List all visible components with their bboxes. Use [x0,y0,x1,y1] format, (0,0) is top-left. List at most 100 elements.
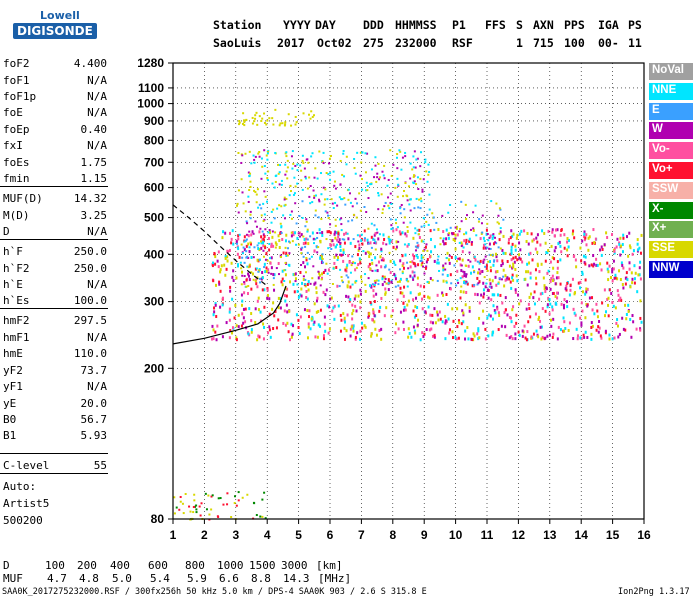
echo-point [521,334,524,338]
echo-point [255,225,258,228]
echo-point [342,312,345,316]
echo-point [258,335,261,339]
echo-point [580,337,583,341]
echo-point [444,337,447,341]
echo-point [263,266,266,269]
echo-point [457,319,460,323]
echo-point [418,198,421,201]
echo-point [255,111,258,114]
echo-point [243,281,246,284]
echo-point [631,281,634,285]
echo-region [173,491,267,521]
echo-point [412,182,415,185]
echo-point [460,241,463,245]
echo-point [612,259,615,263]
echo-point [433,259,436,263]
echo-point [586,304,589,308]
echo-point [264,517,267,520]
param-row: hmF1 N/A [3,331,107,345]
echo-point [331,239,334,243]
echo-point [580,323,583,327]
echo-point [593,241,596,245]
echo-point [286,166,289,169]
y-tick-label: 400 [144,247,164,261]
echo-point [358,243,361,247]
echo-point [553,249,556,253]
auto-label: Auto: [3,480,37,493]
echo-point [275,267,278,270]
echo-point [562,316,565,320]
echo-point [359,261,362,265]
echo-point [544,290,547,294]
echo-point [401,263,404,267]
echo-point [259,227,262,230]
echo-point [423,272,426,275]
echo-point [284,239,287,243]
echo-point [548,333,551,337]
echo-point [339,313,342,317]
echo-point [640,320,643,324]
echo-point [585,233,588,237]
echo-point [306,238,309,241]
echo-point [541,229,544,233]
legend-item: NNW [649,261,693,278]
echo-point [617,298,620,302]
echo-point [285,151,288,154]
echo-point [417,318,420,322]
x-tick-label: 16 [637,528,651,542]
echo-point [320,172,323,175]
echo-point [286,321,289,325]
echo-point [461,243,464,247]
echo-point [370,235,373,239]
echo-point [240,303,243,307]
echo-point [284,261,287,264]
echo-point [404,151,407,154]
echo-point [248,175,251,178]
echo-point [425,328,428,332]
echo-point [312,189,315,192]
echo-point [581,272,584,276]
echo-point [563,320,566,324]
echo-point [420,151,423,154]
echo-point [443,242,446,246]
echo-point [208,513,211,516]
echo-point [219,305,222,309]
echo-point [219,268,222,272]
echo-point [360,239,363,243]
echo-point [437,261,440,265]
echo-point [556,296,559,300]
echo-point [246,222,249,225]
echo-point [520,229,523,233]
echo-point [278,297,281,301]
echo-point [277,318,280,322]
echo-point [498,277,501,280]
echo-point [613,251,616,255]
program-version: Ion2Png 1.3.17 [618,587,690,597]
param-value: N/A [87,106,107,119]
echo-point [370,285,373,289]
header-label-1: YYYY [283,18,311,32]
param-row: foF1p N/A [3,90,107,104]
echo-point [316,231,319,234]
echo-point [579,286,582,290]
echo-point [315,245,318,248]
echo-point [527,320,530,324]
echo-point [357,240,360,243]
echo-point [387,288,390,292]
echo-point [442,230,445,234]
echo-point [387,204,390,207]
echo-point [307,242,310,246]
echo-point [469,260,472,263]
echo-point [416,276,419,280]
echo-point [402,195,405,198]
echo-point [514,337,517,341]
echo-point [535,236,538,240]
echo-point [384,277,387,280]
echo-point [383,177,386,180]
echo-point [195,504,198,507]
echo-point [388,251,391,254]
echo-point [563,298,566,302]
echo-point [576,334,579,338]
echo-point [249,242,252,246]
echo-point [557,325,560,329]
